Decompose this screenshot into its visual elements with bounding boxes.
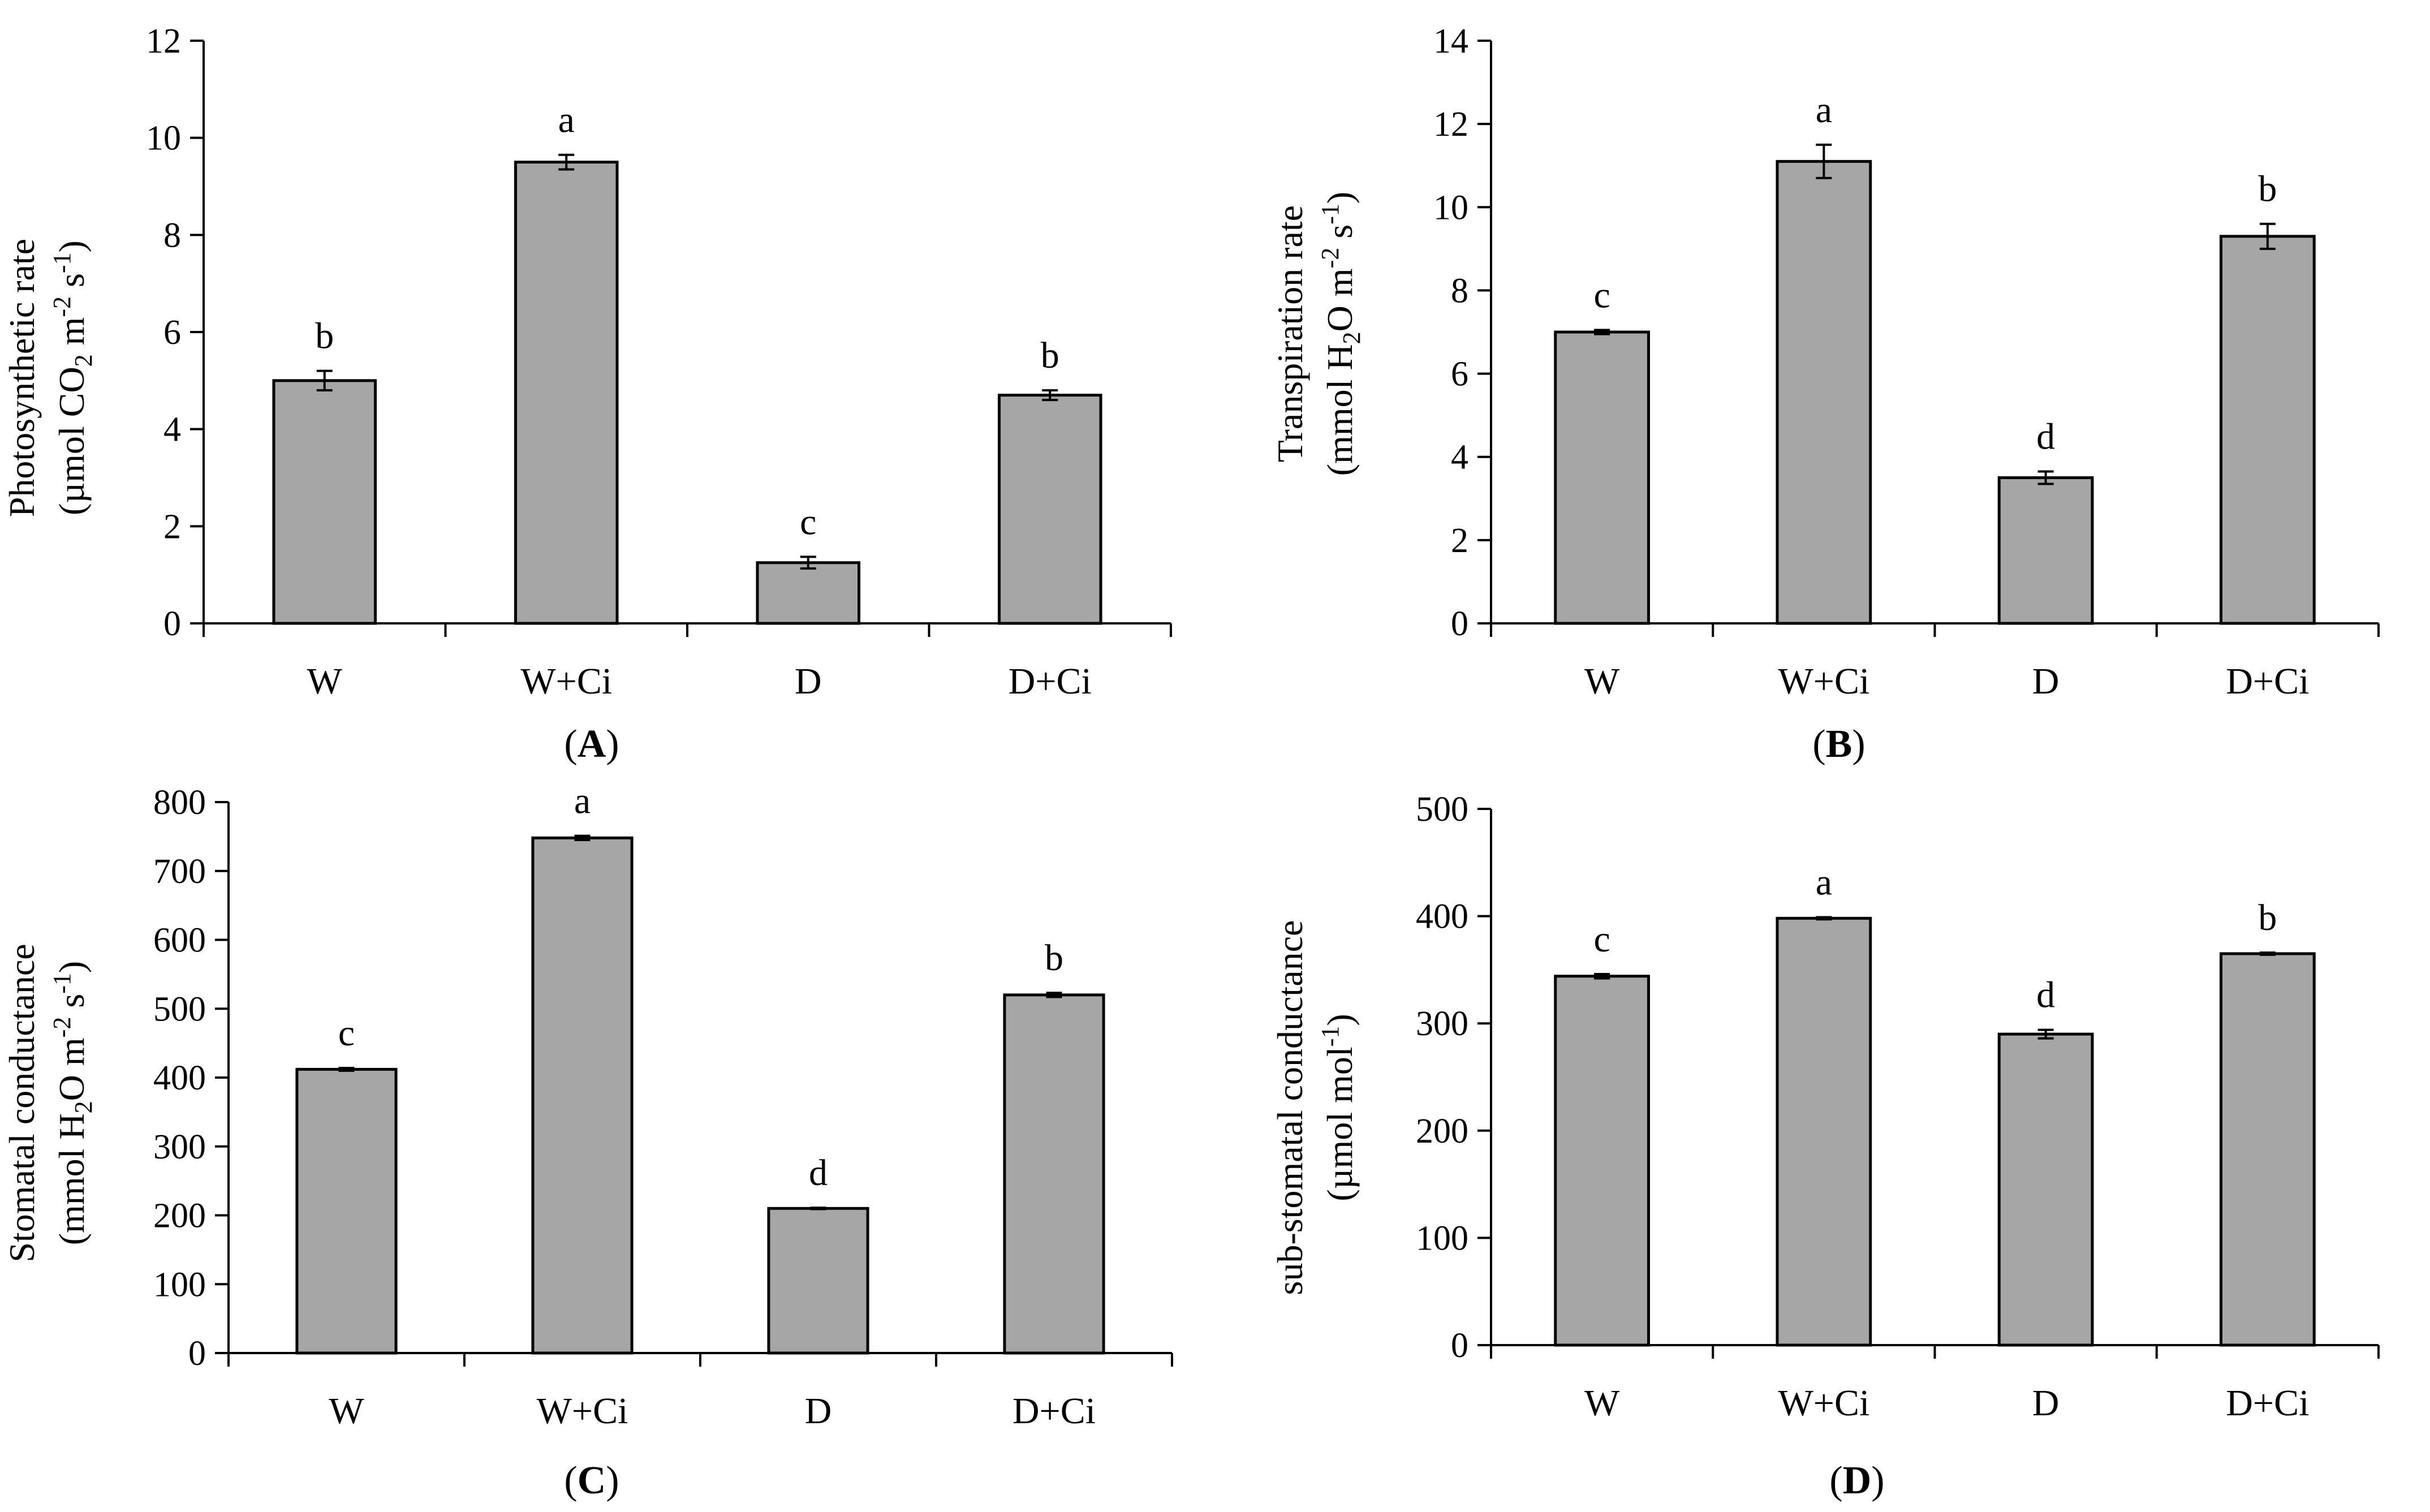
panel-c-y-tick-label: 800 <box>153 783 206 822</box>
panel-c-y-tick-label: 100 <box>153 1265 206 1304</box>
panel-b-label: (B) <box>1812 722 1865 766</box>
panel-c-bar-d <box>767 1207 869 1355</box>
panel-c-category-label: W <box>329 1390 364 1432</box>
panel-d-category-label: W+Ci <box>1778 1382 1869 1424</box>
panel-c-y-tick-label: 700 <box>153 852 206 891</box>
panel-c-category-label: W+Ci <box>537 1390 628 1432</box>
panel-c-y-axis-label-line1: Stomatal conductance <box>2 944 42 1262</box>
panel-c-significance-letter: b <box>1045 937 1063 979</box>
panel-b-significance-letter: d <box>2036 416 2055 457</box>
panel-a-y-tick-label: 12 <box>146 22 181 61</box>
panel-d-category-label: D <box>2032 1382 2060 1424</box>
panel-b-category-label: W+Ci <box>1778 661 1869 702</box>
panel-c-y-tick-label: 400 <box>153 1059 206 1097</box>
panel-a-y-tick-label: 0 <box>163 605 181 643</box>
panel-d-category-label: W <box>1584 1382 1620 1424</box>
panel-a-significance-letter: b <box>315 316 334 357</box>
panel-a-y-tick-label: 6 <box>163 313 181 352</box>
panel-a: 0 2 4 6 8 10 12 b Wa W+Ci c Db D+Ci Photosynthetic r… <box>2 22 1172 766</box>
panel-d: 0 100 200 300 400 500 c Wa W+Ci d Db D+Ci sub-stoma… <box>1270 790 2380 1502</box>
panel-a-bar-d-plus-ci <box>997 394 1102 625</box>
panel-a-bar-w <box>272 379 377 625</box>
panel-c-y-tick-label: 0 <box>188 1334 206 1373</box>
panel-b-significance-letter: c <box>1593 274 1610 316</box>
panel-b-y-tick-label: 14 <box>1433 22 1468 61</box>
panel-d-significance-letter: d <box>2036 975 2055 1016</box>
panel-a-y-tick-label: 4 <box>163 411 181 449</box>
panel-c-y-tick-label: 200 <box>153 1197 206 1235</box>
panel-a-significance-letter: c <box>800 501 816 542</box>
panel-b: 0 2 4 6 8 10 12 14 c Wa W+Ci d Db D+Ci Transpiration … <box>1270 22 2380 766</box>
panel-c-y-axis-label-line2: (mmol H2O m-2 s-1) <box>48 961 97 1245</box>
panel-a-y-tick-label: 10 <box>146 119 181 158</box>
panel-d-bar-w <box>1554 975 1650 1347</box>
panel-c: 0100200300400500600700800cWaW+CidDbD+Ci … <box>2 781 1173 1502</box>
panel-d-y-axis-label-line2: (µmol mol-1) <box>1316 1014 1360 1201</box>
panel-a-category-label: D+Ci <box>1009 661 1092 702</box>
panel-b-category-label: D+Ci <box>2226 661 2309 702</box>
panel-d-label: (D) <box>1829 1459 1884 1502</box>
panel-d-significance-letter: b <box>2258 897 2277 938</box>
panel-b-category-label: W <box>1584 661 1620 702</box>
panel-a-y-tick-label: 8 <box>163 216 181 255</box>
panel-b-y-tick-label: 4 <box>1451 438 1468 477</box>
panel-a-category-label: W+Ci <box>520 661 612 702</box>
panel-a-significance-letter: b <box>1041 335 1059 376</box>
panel-d-category-label: D+Ci <box>2226 1382 2309 1424</box>
panel-d-y-tick-label: 500 <box>1416 790 1468 829</box>
panel-b-bar-d-plus-ci <box>2220 235 2316 625</box>
panel-c-bar-w <box>295 1067 398 1355</box>
panel-d-y-tick-label: 300 <box>1416 1005 1468 1043</box>
panel-a-y-axis-label-line2: (µmol CO2 m-2 s-1) <box>48 240 97 515</box>
panel-b-category-label: D <box>2032 661 2060 702</box>
panel-a-y-tick-label: 2 <box>163 507 181 546</box>
panel-b-significance-letter: a <box>1816 89 1832 131</box>
panel-b-bar-d <box>1997 476 2094 625</box>
panel-d-bar-d <box>1997 1032 2094 1347</box>
panel-b-y-tick-label: 2 <box>1451 522 1468 560</box>
panel-c-bar-w-plus-ci <box>531 836 634 1355</box>
panel-d-y-tick-label: 0 <box>1451 1326 1468 1365</box>
panel-c-category-label: D <box>805 1390 832 1432</box>
panel-a-category-label: D <box>795 661 822 702</box>
panel-c-label: (C) <box>564 1459 619 1502</box>
panel-b-bar-w <box>1554 330 1650 625</box>
panel-a-category-label: W <box>307 661 343 702</box>
panel-d-bar-w-plus-ci <box>1776 916 1872 1347</box>
panel-d-y-axis-label-line1: sub-stomatal conductance <box>1270 920 1310 1295</box>
panel-b-marks: 0 2 4 6 8 10 12 14 c Wa W+Ci d Db D+Ci <box>1433 22 2380 702</box>
panel-d-significance-letter: a <box>1816 861 1832 903</box>
panel-d-significance-letter: c <box>1593 919 1610 960</box>
panel-a-y-axis-label-line1: Photosynthetic rate <box>2 239 42 517</box>
panel-b-y-tick-label: 6 <box>1451 355 1468 394</box>
panel-b-y-axis-label-line1: Transpiration rate <box>1270 205 1310 462</box>
panel-a-bar-d <box>756 561 861 625</box>
panel-b-y-tick-label: 10 <box>1433 188 1468 227</box>
panel-b-bar-w-plus-ci <box>1776 160 1872 625</box>
panel-d-y-tick-label: 200 <box>1416 1112 1468 1151</box>
panel-b-y-tick-label: 0 <box>1451 605 1468 643</box>
panel-c-marks: 0 100 200 300 400 500 600 700 800 c Wa W+Ci d Db D+Ci <box>153 781 1173 1432</box>
panel-d-y-tick-label: 400 <box>1416 898 1468 936</box>
panel-c-significance-letter: d <box>809 1152 828 1194</box>
panel-c-significance-letter: c <box>338 1013 355 1054</box>
panel-d-marks: 0 100 200 300 400 500 c Wa W+Ci d Db D+Ci <box>1416 790 2380 1424</box>
panel-c-y-tick-label: 600 <box>153 921 206 960</box>
panel-b-y-tick-label: 12 <box>1433 105 1468 144</box>
panel-d-bar-d-plus-ci <box>2220 952 2316 1347</box>
panel-b-y-tick-label: 8 <box>1451 272 1468 310</box>
panel-a-bar-w-plus-ci <box>514 161 619 625</box>
panel-a-marks: 0 2 4 6 8 10 12 b Wa W+Ci c Db D+Ci <box>146 22 1172 702</box>
panel-c-y-tick-label: 500 <box>153 990 206 1028</box>
panel-a-significance-letter: a <box>558 100 575 141</box>
panel-c-bar-d-plus-ci <box>1003 993 1105 1355</box>
panel-c-significance-letter: a <box>574 781 591 822</box>
panel-b-significance-letter: b <box>2258 169 2277 210</box>
panel-c-y-tick-label: 300 <box>153 1128 206 1166</box>
panel-b-y-axis-label-line2: (mmol H2O m-2 s-1) <box>1316 192 1365 476</box>
panel-c-category-label: D+Ci <box>1012 1390 1096 1432</box>
panel-a-label: (A) <box>564 722 619 766</box>
panel-d-y-tick-label: 100 <box>1416 1219 1468 1257</box>
